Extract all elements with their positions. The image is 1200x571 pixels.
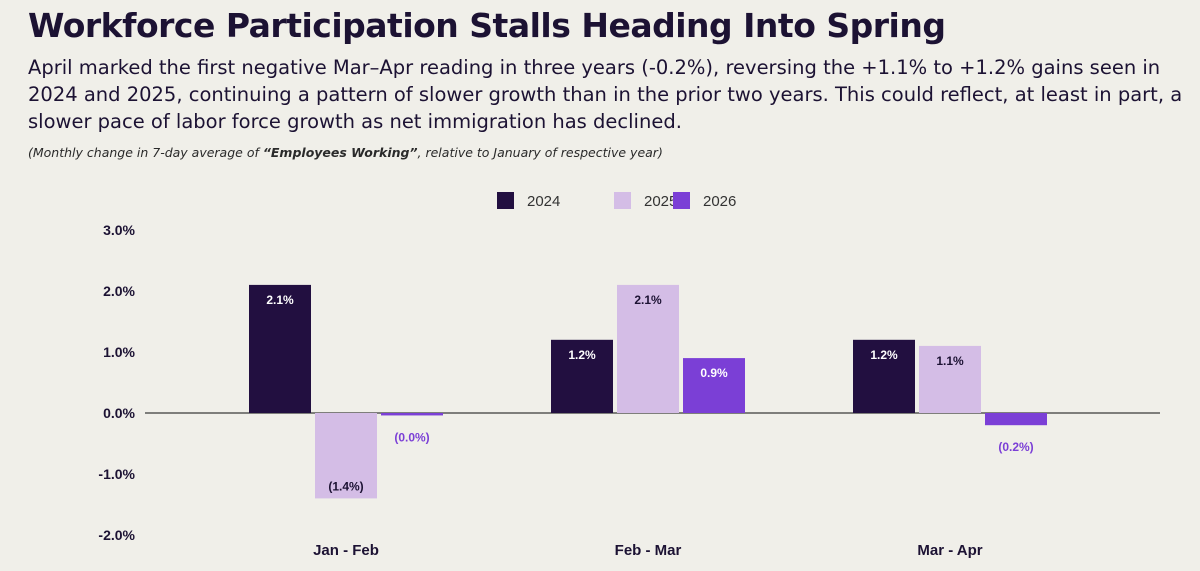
bar-chart: 2024 2025 2026 3.0% 2.0% 1.0% 0.0% -1.0% -2.0% 2.… — [98, 192, 1160, 559]
chart-note: (Monthly change in 7-day average of “Emp… — [28, 145, 663, 160]
note-bold: “Employees Working” — [262, 145, 418, 160]
note-prefix: (Monthly change in 7-day average of — [28, 145, 263, 160]
x-category-label: Jan - Feb — [313, 542, 379, 559]
data-label: 2.1% — [634, 293, 662, 307]
data-label: (0.0%) — [394, 430, 429, 444]
legend-swatch-2026 — [673, 192, 690, 209]
legend-swatch-2025 — [614, 192, 631, 209]
chart-title: Workforce Participation Stalls Heading I… — [28, 6, 946, 45]
y-tick-label: -2.0% — [98, 527, 135, 543]
data-label: 2.1% — [266, 293, 294, 307]
legend-label-2026: 2026 — [703, 193, 736, 210]
x-category-label: Mar - Apr — [917, 542, 982, 559]
bar-2025-0 — [315, 413, 377, 499]
bar-2025-1 — [617, 284, 679, 413]
legend-swatch-2024 — [497, 192, 514, 209]
legend-label-2025: 2025 — [644, 193, 677, 210]
chart-subtitle: April marked the first negative Mar–Apr … — [28, 56, 1183, 133]
data-label: 1.1% — [936, 354, 964, 368]
y-tick-label: 1.0% — [103, 344, 135, 360]
bar-2024-1 — [551, 339, 613, 413]
note-suffix: , relative to January of respective year… — [417, 145, 663, 160]
y-tick-label: 2.0% — [103, 283, 135, 299]
bar-2025-2 — [919, 345, 981, 413]
data-label: (1.4%) — [328, 479, 363, 493]
bar-2026-2 — [985, 413, 1047, 426]
data-label: 0.9% — [700, 366, 728, 380]
data-label: 1.2% — [870, 348, 898, 362]
bar-2024-2 — [853, 339, 915, 413]
data-label: 1.2% — [568, 348, 596, 362]
data-label: (0.2%) — [998, 440, 1033, 454]
y-tick-label: 0.0% — [103, 405, 135, 421]
bar-2024-0 — [249, 284, 311, 413]
bar-2026-0 — [381, 413, 443, 416]
bar-2026-1 — [683, 358, 745, 413]
y-tick-label: -1.0% — [98, 466, 135, 482]
y-tick-label: 3.0% — [103, 222, 135, 238]
legend-label-2024: 2024 — [527, 193, 560, 210]
x-category-label: Feb - Mar — [615, 542, 682, 559]
